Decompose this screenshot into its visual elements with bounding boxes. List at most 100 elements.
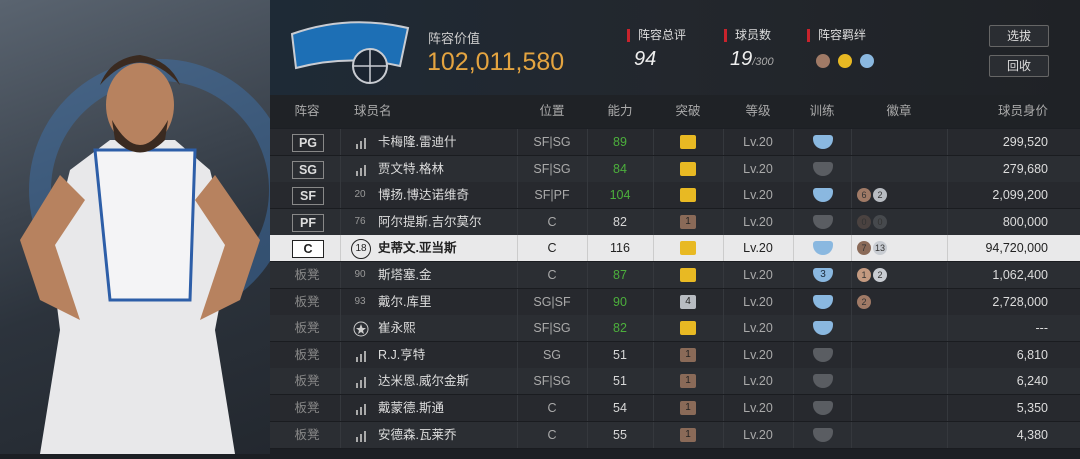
column-divider — [851, 262, 852, 288]
breakthrough — [680, 241, 696, 256]
column-divider — [653, 395, 654, 421]
training — [813, 188, 833, 203]
slot: 板凳 — [294, 374, 320, 389]
column-divider — [723, 315, 724, 342]
column-divider — [851, 235, 852, 262]
roster-table: 阵容 球员名 位置 能力 突破 等级 训练 徽章 球员身价 PG 卡梅隆.雷迪什 SF|SG 89 Lv.… — [270, 95, 1080, 454]
breakthrough: 1 — [680, 347, 696, 362]
price: 6,810 — [1016, 347, 1048, 362]
breakthrough — [680, 321, 696, 336]
training — [813, 321, 833, 336]
count-max: /300 — [752, 56, 774, 68]
position: SF|SG — [533, 161, 571, 176]
column-divider — [723, 368, 724, 395]
jersey-number: 76 — [354, 215, 366, 227]
badge: 0 — [857, 214, 871, 229]
column-header: 徽章 — [886, 104, 912, 118]
player-name: 崔永熙 — [378, 321, 416, 336]
column-divider — [653, 315, 654, 342]
training — [813, 347, 833, 362]
star — [353, 321, 369, 337]
slot: C — [292, 240, 324, 259]
column-divider — [723, 288, 724, 315]
count: 19 — [730, 48, 753, 70]
column-divider — [723, 262, 724, 288]
column-divider — [340, 208, 341, 235]
column-divider — [517, 182, 518, 209]
column-divider — [947, 235, 948, 262]
table-row: SG 贾文特.格林 SF|SG 84 Lv.20 279,680 — [270, 155, 1080, 183]
training — [813, 161, 833, 176]
level: Lv.20 — [743, 161, 773, 176]
column-divider — [653, 288, 654, 315]
column-divider — [587, 129, 588, 155]
breakthrough — [680, 135, 696, 149]
column-header: 突破 — [675, 104, 701, 118]
column-divider — [723, 341, 724, 368]
badge: 2 — [873, 188, 887, 203]
badge: 1 — [857, 268, 871, 282]
column-divider — [653, 182, 654, 209]
position: C — [547, 427, 557, 442]
column-divider — [793, 421, 794, 448]
slot: SF — [292, 187, 324, 206]
player-name: 斯塔塞.金 — [378, 268, 432, 282]
player-name: 阿尔提斯.吉尔莫尔 — [378, 214, 482, 229]
position: C — [547, 401, 557, 415]
column-divider — [653, 235, 654, 262]
recycle-button[interactable]: 回收 — [989, 55, 1049, 77]
training — [813, 294, 833, 309]
bars-icon — [353, 161, 369, 177]
bond-icons — [816, 54, 874, 68]
column-divider — [517, 395, 518, 421]
table-row: 板凳 戴蒙德.斯通 C 54 1 Lv.20 5,350 — [270, 395, 1080, 422]
column-divider — [793, 315, 794, 342]
position: SF|PF — [534, 188, 570, 203]
column-divider — [587, 262, 588, 288]
column-divider — [947, 262, 948, 288]
column-divider — [340, 155, 341, 182]
breakthrough: 1 — [680, 427, 696, 442]
table-row: 板凳 安德森.瓦莱乔 C 55 1 Lv.20 4,380 — [270, 421, 1080, 449]
column-divider — [793, 235, 794, 262]
bars — [356, 164, 366, 176]
ability: 87 — [613, 268, 627, 282]
ability: 82 — [613, 321, 627, 336]
column-header: 球员名 — [354, 104, 392, 118]
jersey-number: 20 — [354, 189, 366, 201]
jersey-number: 93 — [354, 295, 366, 307]
column-divider — [851, 155, 852, 182]
column-divider — [517, 421, 518, 448]
position: C — [547, 268, 557, 282]
slot: 板凳 — [294, 401, 320, 415]
column-divider — [947, 129, 948, 155]
badge: 2 — [857, 294, 871, 309]
column-header: 球员身价 — [997, 104, 1048, 118]
level: Lv.20 — [743, 401, 773, 415]
bond-label: 阵容羁绊 — [807, 29, 866, 42]
bars-icon — [353, 400, 369, 416]
ability: 82 — [613, 214, 627, 229]
table-row: PF 76 阿尔提斯.吉尔莫尔 C 82 1 Lv.20 0 0 800,000 — [270, 208, 1080, 236]
rating: 94 — [634, 48, 657, 70]
training — [813, 214, 833, 229]
column-divider — [587, 315, 588, 342]
player-name: 戴尔.库里 — [378, 294, 432, 309]
player-name: 戴蒙德.斯通 — [378, 401, 444, 415]
column-header: 能力 — [607, 104, 633, 118]
price: 94,720,000 — [985, 241, 1048, 256]
badge: 6 — [857, 188, 871, 203]
column-divider — [723, 395, 724, 421]
price: 800,000 — [1002, 214, 1048, 229]
column-divider — [851, 129, 852, 155]
column-divider — [653, 208, 654, 235]
player-name: R.J.亨特 — [378, 347, 426, 362]
column-divider — [947, 208, 948, 235]
column-divider — [947, 341, 948, 368]
column-divider — [793, 155, 794, 182]
ability: 89 — [613, 135, 627, 149]
select-button[interactable]: 选拔 — [989, 25, 1049, 47]
column-divider — [851, 208, 852, 235]
column-divider — [340, 341, 341, 368]
